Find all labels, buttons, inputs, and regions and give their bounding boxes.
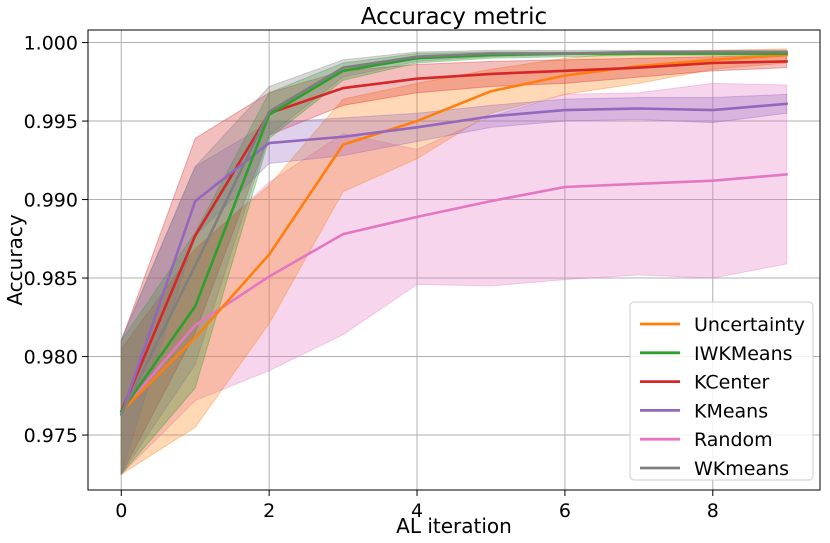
line-iwkmeans <box>119 52 789 413</box>
legend-label-uncertainty: Uncertainty <box>694 314 805 336</box>
y-tick-label: 0.985 <box>24 268 78 290</box>
chart-title: Accuracy metric <box>361 4 547 30</box>
y-tick-label: 0.980 <box>24 347 78 369</box>
line-uncertainty <box>119 53 789 413</box>
y-axis-title: Accuracy <box>3 214 27 305</box>
band-kcenter <box>120 54 788 475</box>
line-wkmeans <box>119 50 789 416</box>
grid <box>88 30 820 490</box>
band-uncertainty <box>120 48 788 476</box>
band-kmeans <box>120 93 788 475</box>
x-tick-label: 8 <box>707 500 719 522</box>
y-tick-label: 0.990 <box>24 190 78 212</box>
legend-label-kmeans: KMeans <box>694 400 768 422</box>
axis-ticks: 0 2 4 6 8 0.975 0.980 0.985 0.990 0.995 1.000 <box>24 33 719 522</box>
legend-label-kcenter: KCenter <box>694 372 770 394</box>
line-kcenter <box>119 60 789 413</box>
legend-label-iwkmeans: IWKMeans <box>694 343 793 365</box>
legend-label-random: Random <box>694 429 773 451</box>
x-tick-label: 6 <box>559 500 571 522</box>
line-random <box>119 173 789 413</box>
y-tick-label: 1.000 <box>24 33 78 55</box>
band-random <box>120 82 788 476</box>
x-tick-label: 2 <box>263 500 275 522</box>
legend-box <box>629 301 814 481</box>
x-axis-title: AL iteration <box>396 514 512 538</box>
y-tick-label: 0.995 <box>24 111 78 133</box>
plot-frame <box>87 29 821 491</box>
legend: Uncertainty IWKMeans KCenter KMeans Random WK… <box>629 301 814 481</box>
legend-label-wkmeans: WKmeans <box>694 458 789 480</box>
x-tick-label: 4 <box>411 500 423 522</box>
x-tick-label: 0 <box>115 500 127 522</box>
y-tick-label: 0.975 <box>24 425 78 447</box>
line-kmeans <box>119 102 789 416</box>
series-lines <box>119 50 789 416</box>
